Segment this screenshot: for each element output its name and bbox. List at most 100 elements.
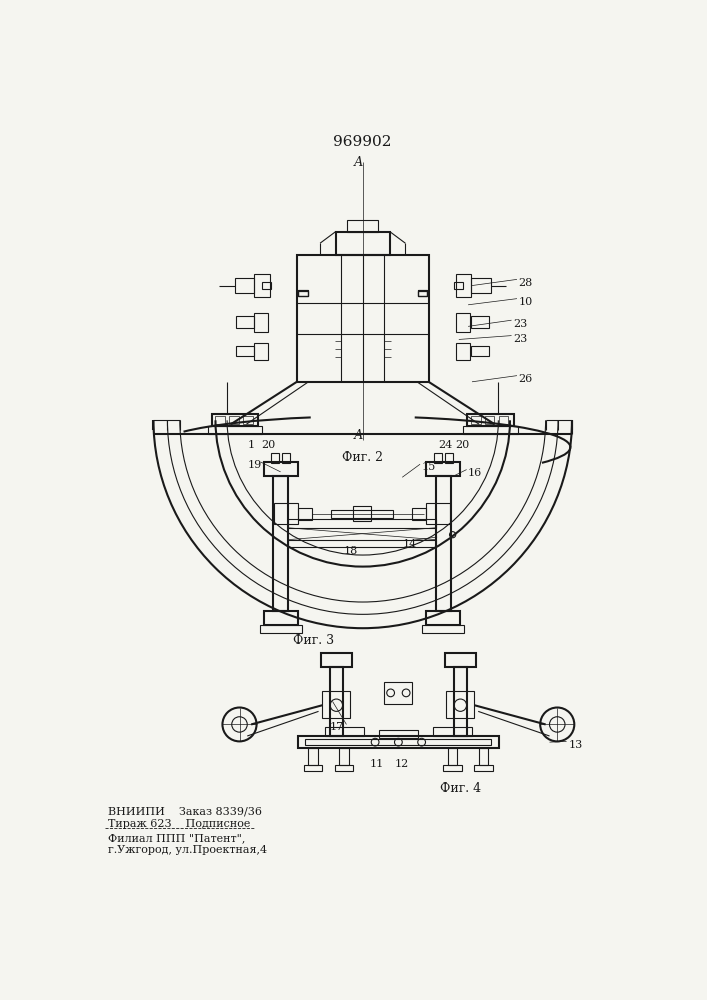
Bar	[331, 510, 393, 518]
Bar	[446, 691, 474, 718]
Text: 11: 11	[370, 759, 384, 769]
Text: ВНИИПИ    Заказ 8339/36: ВНИИПИ Заказ 8339/36	[107, 807, 262, 817]
Bar	[433, 727, 472, 736]
Bar	[298, 291, 308, 296]
Text: Фиг. 4: Фиг. 4	[440, 782, 481, 795]
Bar	[271, 453, 279, 463]
Bar	[264, 611, 298, 625]
Text: 14: 14	[402, 539, 416, 549]
Bar	[445, 453, 452, 463]
Text: 10: 10	[518, 297, 533, 307]
Bar	[321, 653, 352, 667]
Bar	[456, 343, 469, 360]
Bar	[273, 476, 288, 611]
Bar	[298, 290, 308, 296]
Bar	[456, 274, 472, 297]
Text: 28: 28	[518, 278, 533, 288]
Text: 969902: 969902	[334, 135, 392, 149]
Bar	[259, 625, 301, 633]
Bar	[235, 278, 255, 293]
Bar	[448, 748, 457, 765]
Bar	[422, 625, 464, 633]
Text: 15: 15	[421, 462, 436, 472]
Text: А: А	[354, 429, 363, 442]
Bar	[434, 453, 442, 463]
Bar	[467, 414, 514, 426]
Text: А: А	[354, 156, 363, 169]
Bar	[335, 765, 354, 771]
Bar	[426, 462, 460, 476]
Bar	[436, 476, 451, 611]
Bar	[379, 730, 418, 738]
Text: 19: 19	[247, 460, 262, 470]
Bar	[305, 739, 491, 745]
Bar	[298, 508, 312, 520]
Bar	[336, 232, 390, 255]
Bar	[216, 416, 225, 424]
Bar	[288, 519, 436, 528]
Text: 1: 1	[247, 440, 255, 450]
Bar	[426, 611, 460, 625]
Bar	[211, 414, 258, 426]
Bar	[472, 346, 489, 356]
Bar	[456, 312, 469, 332]
Bar	[454, 282, 464, 289]
Bar	[322, 691, 351, 718]
Bar	[418, 291, 427, 296]
Text: 13: 13	[569, 740, 583, 750]
Bar	[412, 508, 426, 520]
Bar	[230, 416, 239, 424]
Text: 23: 23	[513, 319, 527, 329]
Text: 24: 24	[438, 440, 452, 450]
Bar	[464, 426, 518, 434]
Bar	[472, 416, 481, 424]
Bar	[472, 316, 489, 328]
Bar	[236, 346, 255, 356]
Text: 12: 12	[395, 759, 409, 769]
Text: 18: 18	[344, 546, 358, 556]
Bar	[297, 255, 428, 382]
Bar	[298, 290, 308, 296]
Bar	[298, 736, 499, 748]
Bar	[479, 748, 489, 765]
Text: 26: 26	[518, 374, 533, 384]
Bar	[499, 416, 508, 424]
Bar	[443, 765, 462, 771]
Bar	[282, 453, 290, 463]
Bar	[426, 503, 450, 524]
Text: 23: 23	[513, 334, 527, 344]
Bar	[208, 426, 262, 434]
Bar	[472, 278, 491, 293]
Text: 16: 16	[468, 468, 482, 478]
Bar	[485, 416, 494, 424]
Bar	[353, 506, 371, 521]
Bar	[385, 682, 412, 704]
Text: Фиг. 3: Фиг. 3	[293, 634, 334, 647]
Bar	[243, 416, 252, 424]
Bar	[274, 503, 298, 524]
Bar	[445, 653, 476, 667]
Text: 20: 20	[261, 440, 275, 450]
Text: Фиг. 2: Фиг. 2	[342, 451, 383, 464]
Bar	[339, 748, 349, 765]
Bar	[298, 291, 308, 296]
Bar	[418, 290, 427, 296]
Text: г.Ужгород, ул.Проектная,4: г.Ужгород, ул.Проектная,4	[107, 845, 267, 855]
Bar	[255, 312, 268, 332]
Bar	[262, 282, 271, 289]
Bar	[418, 290, 427, 296]
Bar	[474, 765, 493, 771]
Bar	[255, 274, 270, 297]
Bar	[264, 462, 298, 476]
Bar	[304, 765, 322, 771]
Bar	[454, 667, 467, 736]
Bar	[236, 316, 255, 328]
Bar	[325, 727, 363, 736]
Text: 17: 17	[330, 722, 344, 732]
Bar	[418, 291, 427, 296]
Text: Филиал ППП "Патент",: Филиал ППП "Патент",	[107, 833, 245, 843]
Bar	[255, 343, 268, 360]
Bar	[347, 220, 378, 232]
Bar	[308, 748, 317, 765]
Text: 20: 20	[455, 440, 469, 450]
